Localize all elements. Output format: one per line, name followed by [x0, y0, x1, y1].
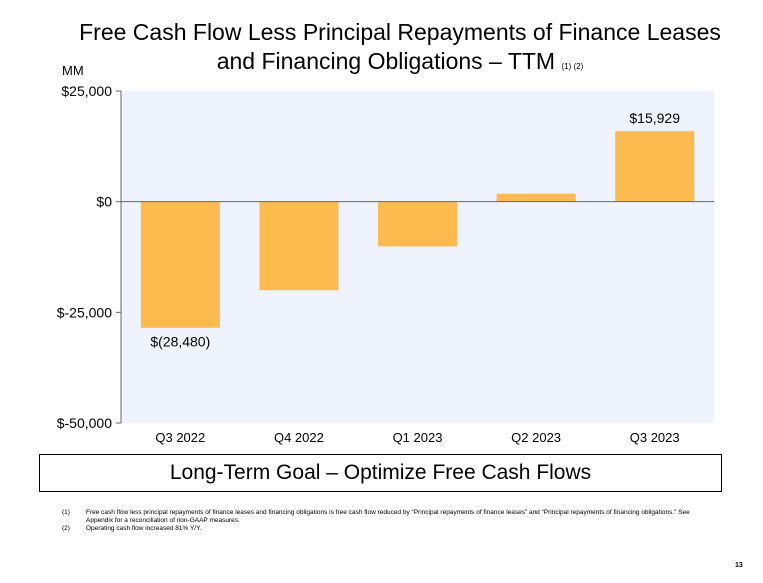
- bar: [378, 201, 457, 247]
- bar: [615, 131, 695, 202]
- x-tick-label: Q4 2022: [274, 430, 324, 445]
- chart-title-line1: Free Cash Flow Less Principal Repayments…: [79, 19, 721, 45]
- chart-title: Free Cash Flow Less Principal Repayments…: [40, 18, 760, 81]
- x-tick-label: Q1 2023: [393, 430, 443, 445]
- y-tick-label: $0: [96, 194, 112, 210]
- long-term-goal-box: Long-Term Goal – Optimize Free Cash Flow…: [39, 454, 722, 492]
- bar: [259, 201, 339, 291]
- long-term-goal-text: Long-Term Goal – Optimize Free Cash Flow…: [169, 461, 592, 484]
- y-tick-label: $25,000: [61, 83, 112, 99]
- plot-area: [121, 91, 714, 423]
- footnote-1-number: (1): [62, 509, 70, 516]
- bar-chart: $25,000 $0 $-25,000 $-50,000 Q3 2022 $(28,480…: [57, 83, 714, 445]
- y-axis-unit-label: MM: [62, 63, 84, 78]
- data-label: $15,929: [629, 110, 680, 126]
- x-tick-label: Q3 2023: [630, 430, 680, 445]
- x-tick-label: Q2 2023: [511, 430, 561, 445]
- footnotes: (1) Free cash flow less principal repaym…: [62, 509, 706, 533]
- y-tick-label: $-25,000: [57, 304, 112, 320]
- footnote-2-text: Operating cash flow increased 81% Y/Y.: [86, 525, 202, 532]
- footnote-2: (2) Operating cash flow increased 81% Y/…: [62, 525, 706, 533]
- bar: [496, 193, 576, 202]
- footnote-1-text: Free cash flow less principal repayments…: [86, 509, 690, 524]
- page-number: 13: [735, 562, 743, 569]
- chart-title-line2: and Financing Obligations – TTM (1) (2): [40, 47, 760, 81]
- data-label: $(28,480): [150, 334, 210, 350]
- chart-title-line2-text: and Financing Obligations – TTM: [216, 48, 556, 74]
- x-tick-label: Q3 2022: [155, 430, 205, 445]
- y-tick-label: $-50,000: [57, 415, 112, 431]
- footnote-2-number: (2): [62, 525, 70, 532]
- bar: [140, 201, 220, 328]
- footnote-1: (1) Free cash flow less principal repaym…: [62, 509, 706, 525]
- chart-title-footnote-refs: (1) (2): [561, 62, 584, 71]
